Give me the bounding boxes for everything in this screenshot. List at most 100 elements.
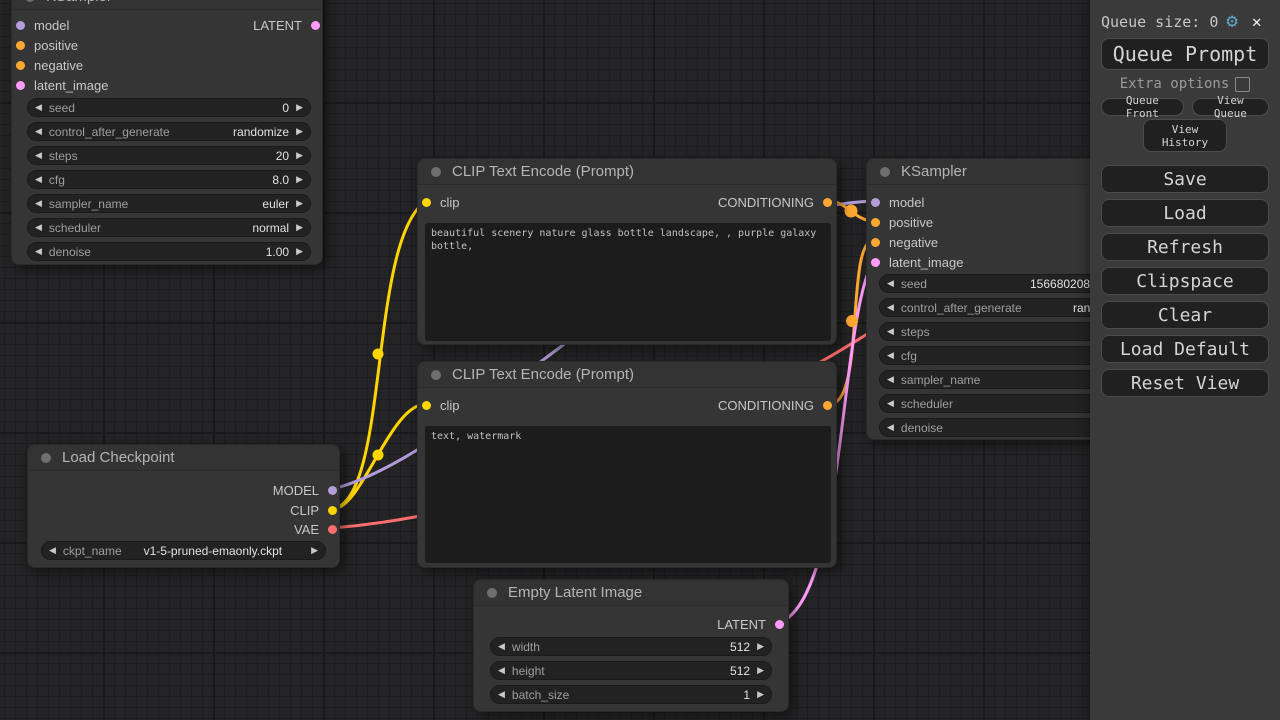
load-default-button[interactable]: Load Default [1101, 335, 1269, 363]
node-title-bar[interactable]: CLIP Text Encode (Prompt) [418, 362, 836, 388]
widget-scheduler[interactable]: ◀ scheduler normal ▶ [27, 218, 311, 237]
increment-arrow-icon[interactable]: ▶ [757, 689, 764, 699]
latent-output-dot[interactable] [775, 619, 784, 629]
view-queue-button[interactable]: View Queue [1191, 94, 1269, 120]
model-input-dot[interactable] [871, 197, 880, 207]
decrement-arrow-icon[interactable]: ◀ [35, 222, 42, 232]
input-slot-positive[interactable]: positive [16, 36, 78, 54]
increment-arrow-icon[interactable]: ▶ [757, 665, 764, 675]
widget-sampler-name[interactable]: ◀ sampler_name euler ▶ [27, 194, 311, 213]
clip-input-dot[interactable] [422, 400, 431, 410]
prompt-textarea[interactable]: text, watermark [425, 426, 831, 563]
latent-input-dot[interactable] [871, 257, 880, 267]
clip-output-dot[interactable] [328, 505, 337, 515]
node-empty-latent-image[interactable]: Empty Latent Image LATENT ◀ width 512 ▶ … [473, 579, 789, 712]
collapse-dot-icon[interactable] [41, 453, 51, 463]
save-button[interactable]: Save [1101, 165, 1269, 193]
widget-cfg[interactable]: ◀ cfg 8.0 ▶ [27, 170, 311, 189]
prompt-textarea[interactable]: beautiful scenery nature glass bottle la… [425, 223, 831, 341]
widget-ckpt-name[interactable]: ◀ ckpt_name v1-5-pruned-emaonly.ckpt ▶ [41, 541, 326, 560]
decrement-arrow-icon[interactable]: ◀ [35, 102, 42, 112]
collapse-dot-icon[interactable] [487, 588, 497, 598]
decrement-arrow-icon[interactable]: ◀ [887, 302, 894, 312]
input-slot-positive[interactable]: positive [871, 213, 933, 231]
prev-option-arrow-icon[interactable]: ◀ [49, 545, 56, 555]
decrement-arrow-icon[interactable]: ◀ [887, 350, 894, 360]
output-slot-latent[interactable]: LATENT [253, 16, 320, 34]
conditioning-input-dot[interactable] [16, 60, 25, 70]
decrement-arrow-icon[interactable]: ◀ [887, 326, 894, 336]
widget-cfg[interactable]: ◀ cfg [879, 346, 1113, 365]
clip-input-dot[interactable] [422, 197, 431, 207]
decrement-arrow-icon[interactable]: ◀ [35, 126, 42, 136]
input-slot-clip[interactable]: clip [422, 193, 460, 211]
conditioning-input-dot[interactable] [16, 40, 25, 50]
widget-steps[interactable]: ◀ steps [879, 322, 1113, 341]
queue-front-button[interactable]: Queue Front [1101, 94, 1184, 120]
extra-options-checkbox[interactable] [1235, 76, 1251, 92]
vae-output-dot[interactable] [328, 524, 337, 534]
widget-steps[interactable]: ◀ steps 20 ▶ [27, 146, 311, 165]
node-ksampler-right[interactable]: KSampler model positive negative latent_… [866, 158, 1124, 440]
node-title-bar[interactable]: KSampler [12, 0, 322, 10]
output-slot-conditioning[interactable]: CONDITIONING [718, 396, 832, 414]
widget-height[interactable]: ◀ height 512 ▶ [490, 661, 772, 680]
output-slot-clip[interactable]: CLIP [290, 501, 337, 519]
conditioning-output-dot[interactable] [823, 400, 832, 410]
next-option-arrow-icon[interactable]: ▶ [311, 545, 318, 555]
output-slot-vae[interactable]: VAE [294, 520, 337, 538]
output-slot-model[interactable]: MODEL [273, 481, 337, 499]
model-input-dot[interactable] [16, 20, 25, 30]
widget-scheduler[interactable]: ◀ scheduler [879, 394, 1113, 413]
node-clip-text-encode-negative[interactable]: CLIP Text Encode (Prompt) clip CONDITION… [417, 361, 837, 568]
clear-button[interactable]: Clear [1101, 301, 1269, 329]
input-slot-latent-image[interactable]: latent_image [871, 253, 963, 271]
increment-arrow-icon[interactable]: ▶ [296, 102, 303, 112]
decrement-arrow-icon[interactable]: ◀ [498, 641, 505, 651]
latent-input-dot[interactable] [16, 80, 25, 90]
latent-output-dot[interactable] [311, 20, 320, 30]
conditioning-output-dot[interactable] [823, 197, 832, 207]
decrement-arrow-icon[interactable]: ◀ [498, 689, 505, 699]
model-output-dot[interactable] [328, 485, 337, 495]
increment-arrow-icon[interactable]: ▶ [296, 150, 303, 160]
queue-prompt-button[interactable]: Queue Prompt [1101, 38, 1269, 70]
conditioning-input-dot[interactable] [871, 217, 880, 227]
reset-view-button[interactable]: Reset View [1101, 369, 1269, 397]
decrement-arrow-icon[interactable]: ◀ [35, 198, 42, 208]
decrement-arrow-icon[interactable]: ◀ [887, 374, 894, 384]
collapse-dot-icon[interactable] [25, 0, 35, 2]
increment-arrow-icon[interactable]: ▶ [296, 126, 303, 136]
widget-sampler-name[interactable]: ◀ sampler_name [879, 370, 1113, 389]
decrement-arrow-icon[interactable]: ◀ [35, 174, 42, 184]
decrement-arrow-icon[interactable]: ◀ [35, 246, 42, 256]
widget-denoise[interactable]: ◀ denoise 1.00 ▶ [27, 242, 311, 261]
increment-arrow-icon[interactable]: ▶ [296, 246, 303, 256]
decrement-arrow-icon[interactable]: ◀ [35, 150, 42, 160]
node-title-bar[interactable]: Load Checkpoint [28, 445, 339, 471]
input-slot-model[interactable]: model [16, 16, 69, 34]
close-icon[interactable]: ✕ [1251, 11, 1262, 31]
input-slot-negative[interactable]: negative [16, 56, 83, 74]
refresh-button[interactable]: Refresh [1101, 233, 1269, 261]
decrement-arrow-icon[interactable]: ◀ [498, 665, 505, 675]
settings-gear-icon[interactable]: ⚙ [1226, 10, 1238, 32]
increment-arrow-icon[interactable]: ▶ [757, 641, 764, 651]
output-slot-latent[interactable]: LATENT [717, 615, 784, 633]
widget-seed[interactable]: ◀ seed 1566802087 [879, 274, 1113, 293]
collapse-dot-icon[interactable] [431, 370, 441, 380]
widget-denoise[interactable]: ◀ denoise [879, 418, 1113, 437]
output-slot-conditioning[interactable]: CONDITIONING [718, 193, 832, 211]
widget-batch-size[interactable]: ◀ batch_size 1 ▶ [490, 685, 772, 704]
input-slot-clip[interactable]: clip [422, 396, 460, 414]
widget-control-after-generate[interactable]: ◀ control_after_generate randomize ▶ [27, 122, 311, 141]
increment-arrow-icon[interactable]: ▶ [296, 174, 303, 184]
increment-arrow-icon[interactable]: ▶ [296, 222, 303, 232]
decrement-arrow-icon[interactable]: ◀ [887, 422, 894, 432]
decrement-arrow-icon[interactable]: ◀ [887, 278, 894, 288]
conditioning-input-dot[interactable] [871, 237, 880, 247]
node-title-bar[interactable]: KSampler [867, 159, 1123, 185]
node-title-bar[interactable]: CLIP Text Encode (Prompt) [418, 159, 836, 185]
input-slot-negative[interactable]: negative [871, 233, 938, 251]
